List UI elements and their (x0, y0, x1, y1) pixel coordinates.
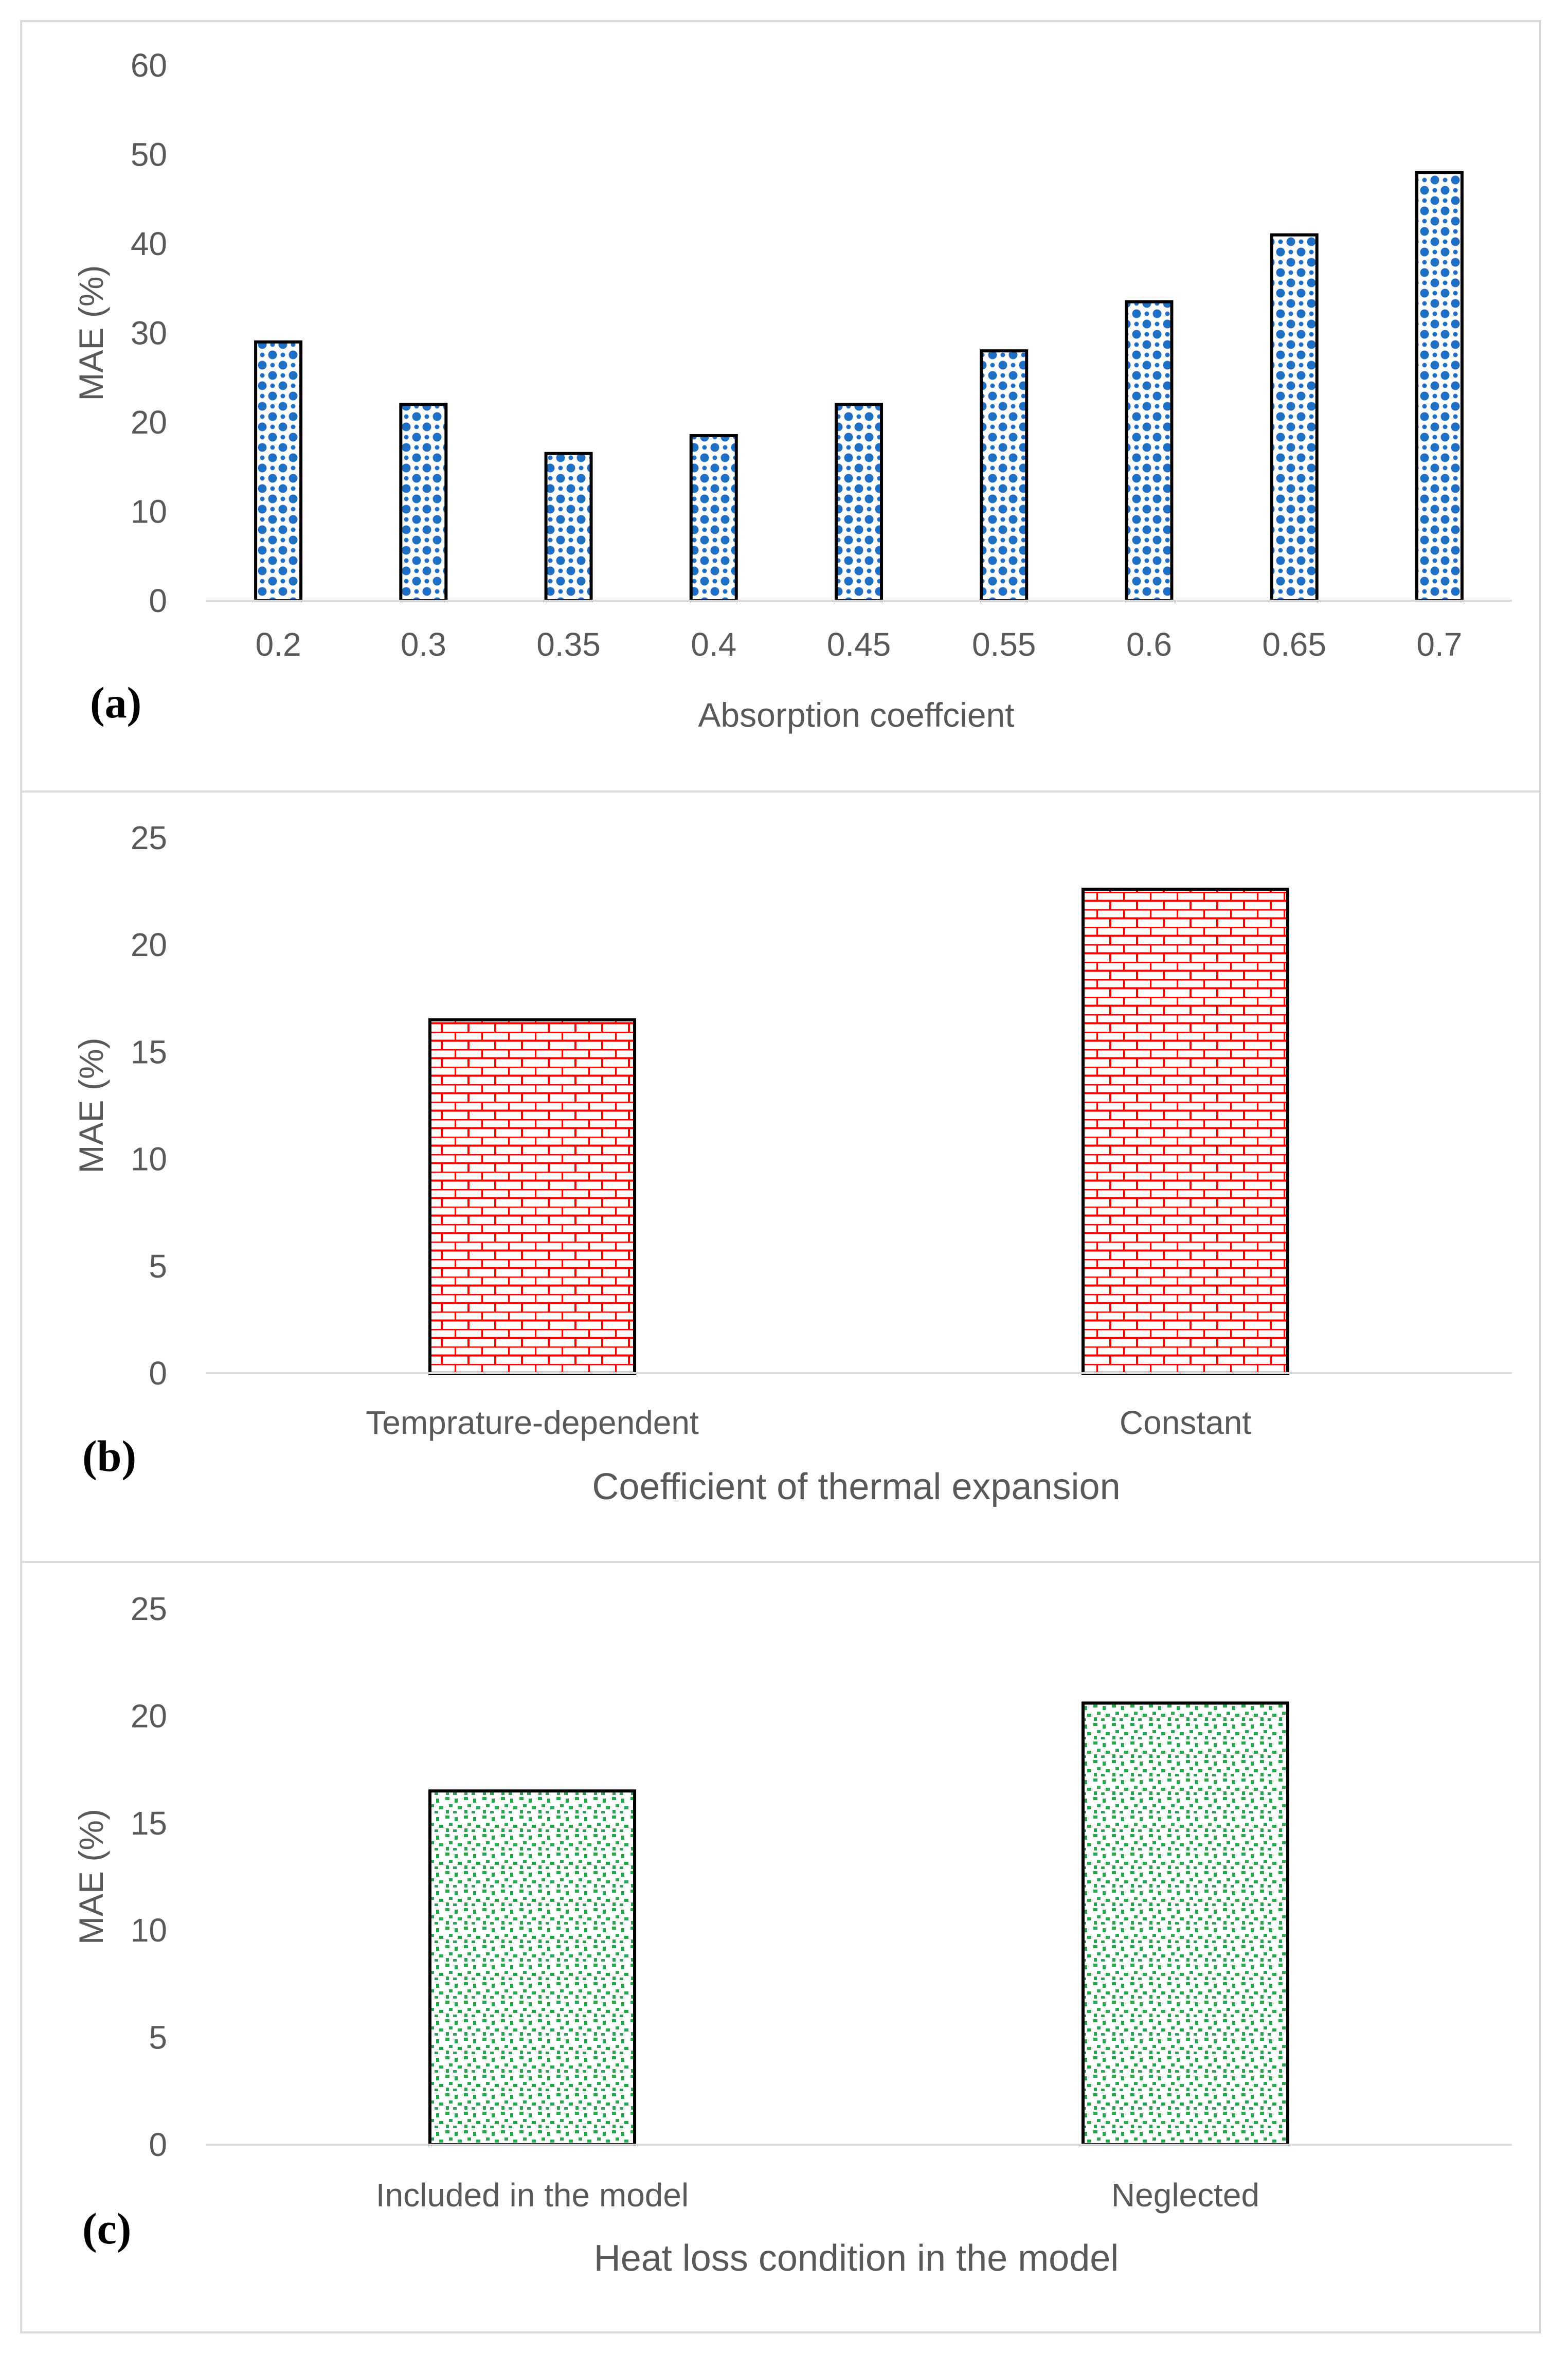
panel-label: (a) (90, 678, 141, 727)
y-tick-label: 5 (149, 1248, 167, 1285)
y-tick-label: 30 (131, 315, 167, 352)
bar (544, 452, 593, 602)
y-tick-label: 10 (131, 493, 167, 530)
panel-border (20, 1561, 1541, 2333)
bar (1082, 887, 1289, 1375)
x-axis-label: Heat loss condition in the model (594, 2238, 1119, 2279)
x-tick-label: 0.35 (536, 626, 601, 663)
y-tick-label: 15 (131, 1805, 167, 1842)
y-tick-label: 20 (131, 1697, 167, 1734)
bar (254, 340, 303, 602)
x-axis-label: Absorption coeffcient (698, 696, 1014, 734)
chart-panel-c: MAE (%) Heat loss condition in the model… (20, 1561, 1541, 2333)
y-tick-label: 20 (131, 404, 167, 441)
y-tick-label: 25 (131, 819, 167, 856)
x-tick-label: Neglected (1111, 2177, 1259, 2214)
x-tick-label: 0.55 (972, 626, 1036, 663)
bar (428, 1789, 636, 2146)
y-tick-label: 10 (131, 1141, 167, 1178)
x-axis-label: Coefficient of thermal expansion (592, 1466, 1120, 1507)
y-axis-label: MAE (%) (72, 1809, 110, 1945)
y-tick-label: 10 (131, 1912, 167, 1949)
y-tick-label: 0 (149, 1355, 167, 1392)
x-tick-label: 0.4 (691, 626, 736, 663)
x-tick-label: 0.65 (1262, 626, 1326, 663)
x-tick-label: Temprature-dependent (366, 1404, 699, 1441)
y-tick-label: 40 (131, 225, 167, 262)
y-tick-label: 60 (131, 47, 167, 84)
x-tick-label: 0.45 (827, 626, 891, 663)
y-tick-label: 5 (149, 2019, 167, 2056)
bar (1270, 233, 1319, 602)
panel-label: (c) (82, 2204, 131, 2253)
x-tick-label: 0.7 (1416, 626, 1462, 663)
x-tick-label: Included in the model (376, 2177, 689, 2214)
y-tick-label: 15 (131, 1033, 167, 1070)
y-tick-label: 20 (131, 926, 167, 963)
bar (399, 403, 448, 602)
chart-panel-b: MAE (%) Coefficient of thermal expansion… (20, 790, 1541, 1563)
y-tick-label: 0 (149, 2126, 167, 2163)
x-tick-label: 0.6 (1126, 626, 1172, 663)
bar (835, 403, 883, 602)
y-tick-label: 25 (131, 1590, 167, 1627)
panel-label: (b) (82, 1431, 136, 1481)
y-axis-label: MAE (%) (72, 265, 110, 401)
x-tick-label: 0.3 (401, 626, 446, 663)
bar (1125, 300, 1174, 602)
bar (689, 434, 738, 603)
x-tick-label: 0.2 (256, 626, 301, 663)
bar (1415, 171, 1464, 602)
y-tick-label: 0 (149, 582, 167, 619)
bar (980, 349, 1029, 602)
bar (1082, 1701, 1289, 2147)
x-tick-label: Constant (1120, 1404, 1251, 1441)
y-axis-label: MAE (%) (72, 1038, 110, 1174)
bar (428, 1018, 636, 1375)
y-tick-label: 50 (131, 136, 167, 173)
panel-border (20, 790, 1541, 1563)
chart-panel-a: MAE (%) Absorption coeffcient (a) 0 10 20 3… (20, 20, 1541, 793)
